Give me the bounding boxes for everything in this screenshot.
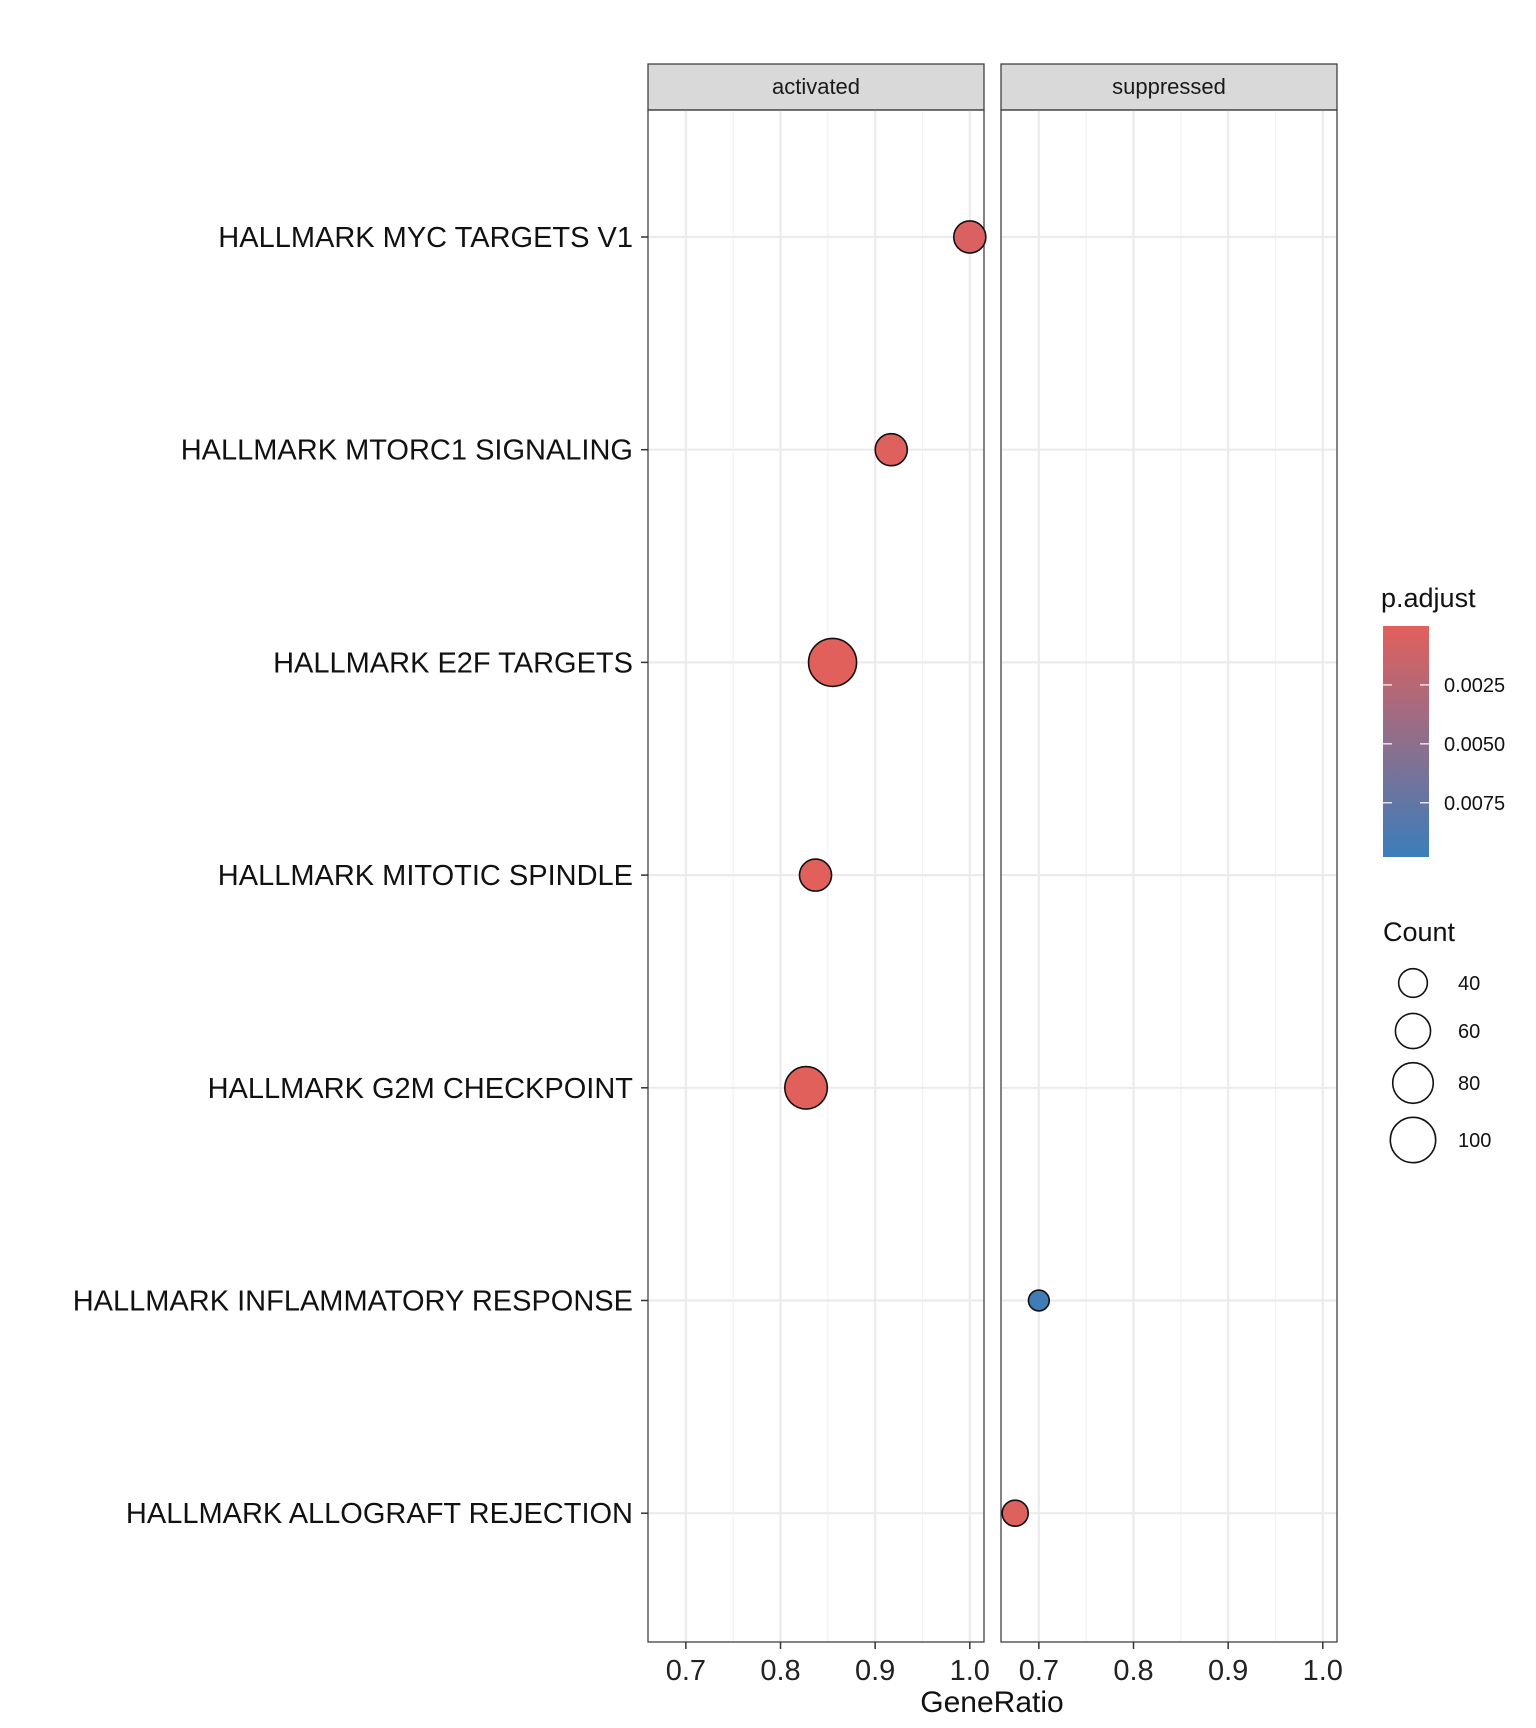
points-suppressed [1001,1289,1051,1528]
x-tick-label: 1.0 [950,1655,990,1687]
size-legend-key-label: 80 [1458,1073,1480,1095]
point-hallmark-mtorc1-signaling [874,432,909,467]
point-hallmark-mitotic-spindle [798,858,833,892]
x-tick-label: 0.8 [760,1655,800,1687]
x-axis-activated: 0.7 0.8 0.9 1.0 [666,1642,990,1687]
strip-activated [647,63,985,111]
point-hallmark-allograft-rejection [1001,1499,1030,1528]
x-tick-label: 0.9 [855,1655,895,1687]
size-legend-key-label: 100 [1458,1130,1491,1152]
panel-border-suppressed [1000,109,1338,1643]
strip-label-activated: activated [772,74,860,99]
size-legend-title: Count [1383,917,1456,947]
color-legend-gradient-bar [1383,626,1429,857]
x-axis-suppressed: 0.7 0.8 0.9 1.0 [1019,1642,1343,1687]
strip-suppressed [1000,63,1338,111]
color-legend-tick-label: 0.0075 [1444,793,1505,815]
y-label-hallmark-myc-targets-v1: HALLMARK MYC TARGETS V1 [218,222,633,254]
x-tick-label: 0.7 [1019,1655,1059,1687]
panel-border-activated [647,109,985,1643]
color-legend-tick-label: 0.0050 [1444,734,1505,756]
facet-panel-activated: activated 0.7 0.8 0.9 1.0 [647,63,990,1687]
strip-label-suppressed: suppressed [1112,74,1226,99]
y-label-hallmark-allograft-rejection: HALLMARK ALLOGRAFT REJECTION [126,1498,633,1530]
grid-suppressed [1001,110,1337,1642]
x-tick-label: 0.8 [1113,1655,1153,1687]
point-hallmark-inflammatory-response [1027,1289,1051,1312]
y-label-hallmark-mtorc1-signaling: HALLMARK MTORC1 SIGNALING [181,435,633,467]
size-legend-key-circle [1394,1012,1432,1050]
size-legend-key-circle [1397,967,1429,999]
color-legend-tick-label: 0.0025 [1444,675,1505,697]
size-legend: Count 40 60 80 100 [1383,917,1491,1164]
x-tick-label: 1.0 [1303,1655,1343,1687]
point-hallmark-e2f-targets [807,637,858,688]
size-legend-key-label: 60 [1458,1021,1480,1043]
point-hallmark-myc-targets-v1 [952,220,987,254]
size-legend-keys: 40 60 80 100 [1389,967,1491,1164]
color-legend-title: p.adjust [1381,583,1476,613]
size-legend-key-circle [1389,1116,1437,1164]
y-label-hallmark-e2f-targets: HALLMARK E2F TARGETS [273,647,633,679]
size-legend-key-circle [1391,1061,1435,1105]
size-legend-key-label: 40 [1458,973,1480,995]
points-activated [783,220,987,1110]
y-label-hallmark-mitotic-spindle: HALLMARK MITOTIC SPINDLE [218,860,633,892]
color-legend: p.adjust 0.0025 0.0050 0.0075 [1381,583,1505,857]
x-tick-label: 0.9 [1208,1655,1248,1687]
x-tick-label: 0.7 [666,1655,706,1687]
color-legend-ticks: 0.0025 0.0050 0.0075 [1383,675,1505,815]
point-hallmark-g2m-checkpoint [783,1065,829,1110]
y-label-hallmark-inflammatory-response: HALLMARK INFLAMMATORY RESPONSE [73,1286,633,1318]
x-axis-title: GeneRatio [920,1686,1063,1719]
facet-panel-suppressed: suppressed 0.7 0.8 0.9 1.0 [1000,63,1343,1687]
y-label-hallmark-g2m-checkpoint: HALLMARK G2M CHECKPOINT [208,1073,634,1105]
y-axis-labels: HALLMARK MYC TARGETS V1 HALLMARK MTORC1 S… [73,222,648,1530]
